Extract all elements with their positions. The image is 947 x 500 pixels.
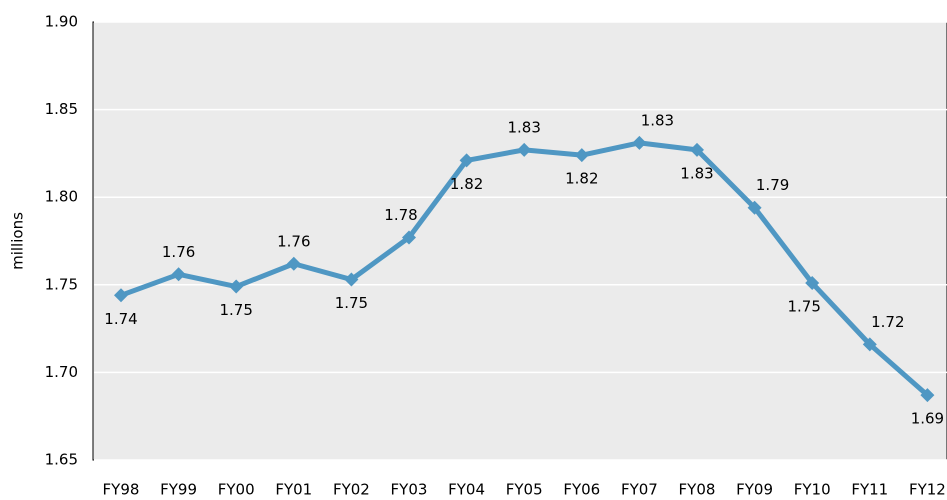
x-tick-label: FY08	[679, 481, 716, 499]
value-label: 1.75	[335, 294, 368, 312]
value-label: 1.76	[277, 232, 310, 250]
x-tick-label: FY06	[563, 481, 600, 499]
marker	[862, 337, 877, 352]
value-label: 1.69	[911, 410, 944, 428]
x-tick-label: FY04	[448, 481, 485, 499]
value-label: 1.75	[787, 298, 820, 316]
y-tick-label: 1.70	[45, 363, 78, 381]
marker	[402, 230, 416, 245]
marker	[517, 142, 532, 157]
x-tick-label: FY07	[621, 481, 658, 499]
value-label: 1.83	[680, 164, 713, 182]
x-tick-label: FY05	[506, 481, 543, 499]
marker	[632, 135, 647, 150]
marker	[114, 288, 128, 303]
x-tick-label: FY10	[794, 481, 831, 499]
marker	[171, 267, 186, 282]
marker	[229, 279, 244, 294]
marker	[574, 148, 589, 163]
x-tick-label: FY12	[909, 481, 946, 499]
x-tick-label: FY11	[851, 481, 888, 499]
marker	[459, 153, 474, 168]
value-label: 1.75	[219, 301, 252, 319]
value-label: 1.79	[756, 176, 789, 194]
marker	[805, 276, 820, 291]
value-label: 1.78	[384, 206, 417, 224]
y-tick-label: 1.80	[45, 188, 78, 206]
value-label: 1.83	[507, 118, 540, 136]
x-tick-label: FY00	[218, 481, 255, 499]
value-label: 1.74	[104, 310, 137, 328]
marker	[690, 142, 704, 157]
x-tick-label: FY09	[736, 481, 773, 499]
y-tick-label: 1.85	[45, 100, 78, 118]
x-tick-label: FY02	[333, 481, 370, 499]
y-axis-label: millions	[9, 212, 27, 270]
y-tick-label: 1.65	[45, 451, 78, 469]
x-tick-label: FY03	[391, 481, 428, 499]
y-tick-label: 1.75	[45, 275, 78, 293]
x-tick-label: FY99	[160, 481, 197, 499]
plot-area	[92, 21, 947, 461]
marker	[747, 200, 762, 215]
value-label: 1.76	[162, 243, 195, 261]
marker	[344, 272, 359, 287]
value-label: 1.83	[641, 111, 674, 129]
x-tick-label: FY98	[103, 481, 140, 499]
y-tick-label: 1.90	[45, 13, 78, 31]
value-label: 1.82	[565, 170, 598, 188]
marker	[920, 388, 935, 403]
x-tick-label: FY01	[275, 481, 312, 499]
value-label: 1.82	[450, 175, 483, 193]
marker	[286, 256, 301, 271]
value-label: 1.72	[871, 313, 904, 331]
